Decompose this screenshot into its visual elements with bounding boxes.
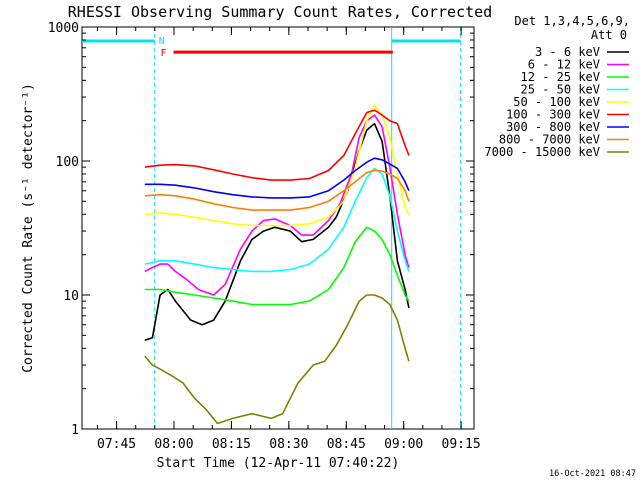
- plot-frame: [81, 26, 475, 430]
- night-label: N: [159, 36, 165, 47]
- y-tick-label: 100: [56, 155, 79, 170]
- series-line-300-800-kev: [144, 157, 410, 199]
- legend-label: 12 - 25 keV: [521, 70, 600, 84]
- y-axis-label: Corrected Count Rate (s⁻¹ detector⁻¹): [21, 83, 36, 373]
- x-axis-label: Start Time (12-Apr-11 07:40:22): [157, 456, 400, 471]
- series-line-6-12-kev: [144, 114, 410, 296]
- series-line-3-6-kev: [144, 122, 410, 341]
- legend-label: 300 - 800 keV: [506, 120, 600, 134]
- x-tick-label: 09:00: [384, 437, 423, 452]
- chart-title: RHESSI Observing Summary Count Rates, Co…: [68, 3, 492, 21]
- legend-label: 3 - 6 keV: [535, 45, 600, 59]
- legend-label: 50 - 100 keV: [513, 95, 600, 109]
- legend-label: 7000 - 15000 keV: [484, 145, 600, 159]
- y-tick-label: 10: [63, 289, 79, 304]
- x-tick-label: 08:30: [269, 437, 308, 452]
- legend-title-line-1: Det 1,3,4,5,6,9,: [514, 14, 630, 28]
- legend-label: 100 - 300 keV: [506, 108, 600, 122]
- x-tick-label: 08:45: [327, 437, 366, 452]
- series-line-800-7000-kev: [144, 169, 410, 211]
- series-line-25-50-kev: [144, 167, 410, 273]
- y-tick-label: 1: [71, 423, 79, 438]
- legend-label: 25 - 50 keV: [521, 83, 600, 97]
- legend-label: 6 - 12 keV: [528, 58, 600, 72]
- x-tick-label: 09:15: [442, 437, 481, 452]
- flare-label: F: [160, 48, 166, 59]
- y-tick-label: 1000: [48, 21, 79, 36]
- series-line-50-100-kev: [144, 104, 410, 227]
- x-tick-label: 07:45: [97, 437, 136, 452]
- x-tick-label: 08:00: [154, 437, 193, 452]
- x-tick-label: 08:15: [212, 437, 251, 452]
- series-line-7000-15000-kev: [144, 294, 410, 425]
- legend-title-line-2: Att 0: [591, 28, 627, 42]
- timestamp: 16-Oct-2021 08:47: [549, 469, 636, 479]
- series-line-100-300-kev: [144, 109, 410, 181]
- legend-label: 800 - 7000 keV: [499, 133, 600, 147]
- series-line-12-25-kev: [144, 226, 410, 306]
